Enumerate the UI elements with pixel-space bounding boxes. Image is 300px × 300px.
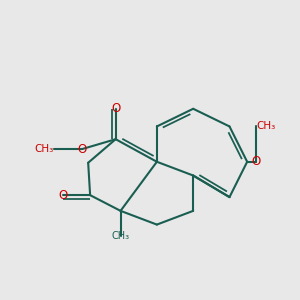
Text: O: O [58,189,67,202]
Text: O: O [111,102,120,115]
Text: CH₃: CH₃ [112,231,130,242]
Text: CH₃: CH₃ [256,122,275,131]
Text: O: O [78,142,87,155]
Text: CH₃: CH₃ [34,144,54,154]
Text: O: O [251,155,261,168]
